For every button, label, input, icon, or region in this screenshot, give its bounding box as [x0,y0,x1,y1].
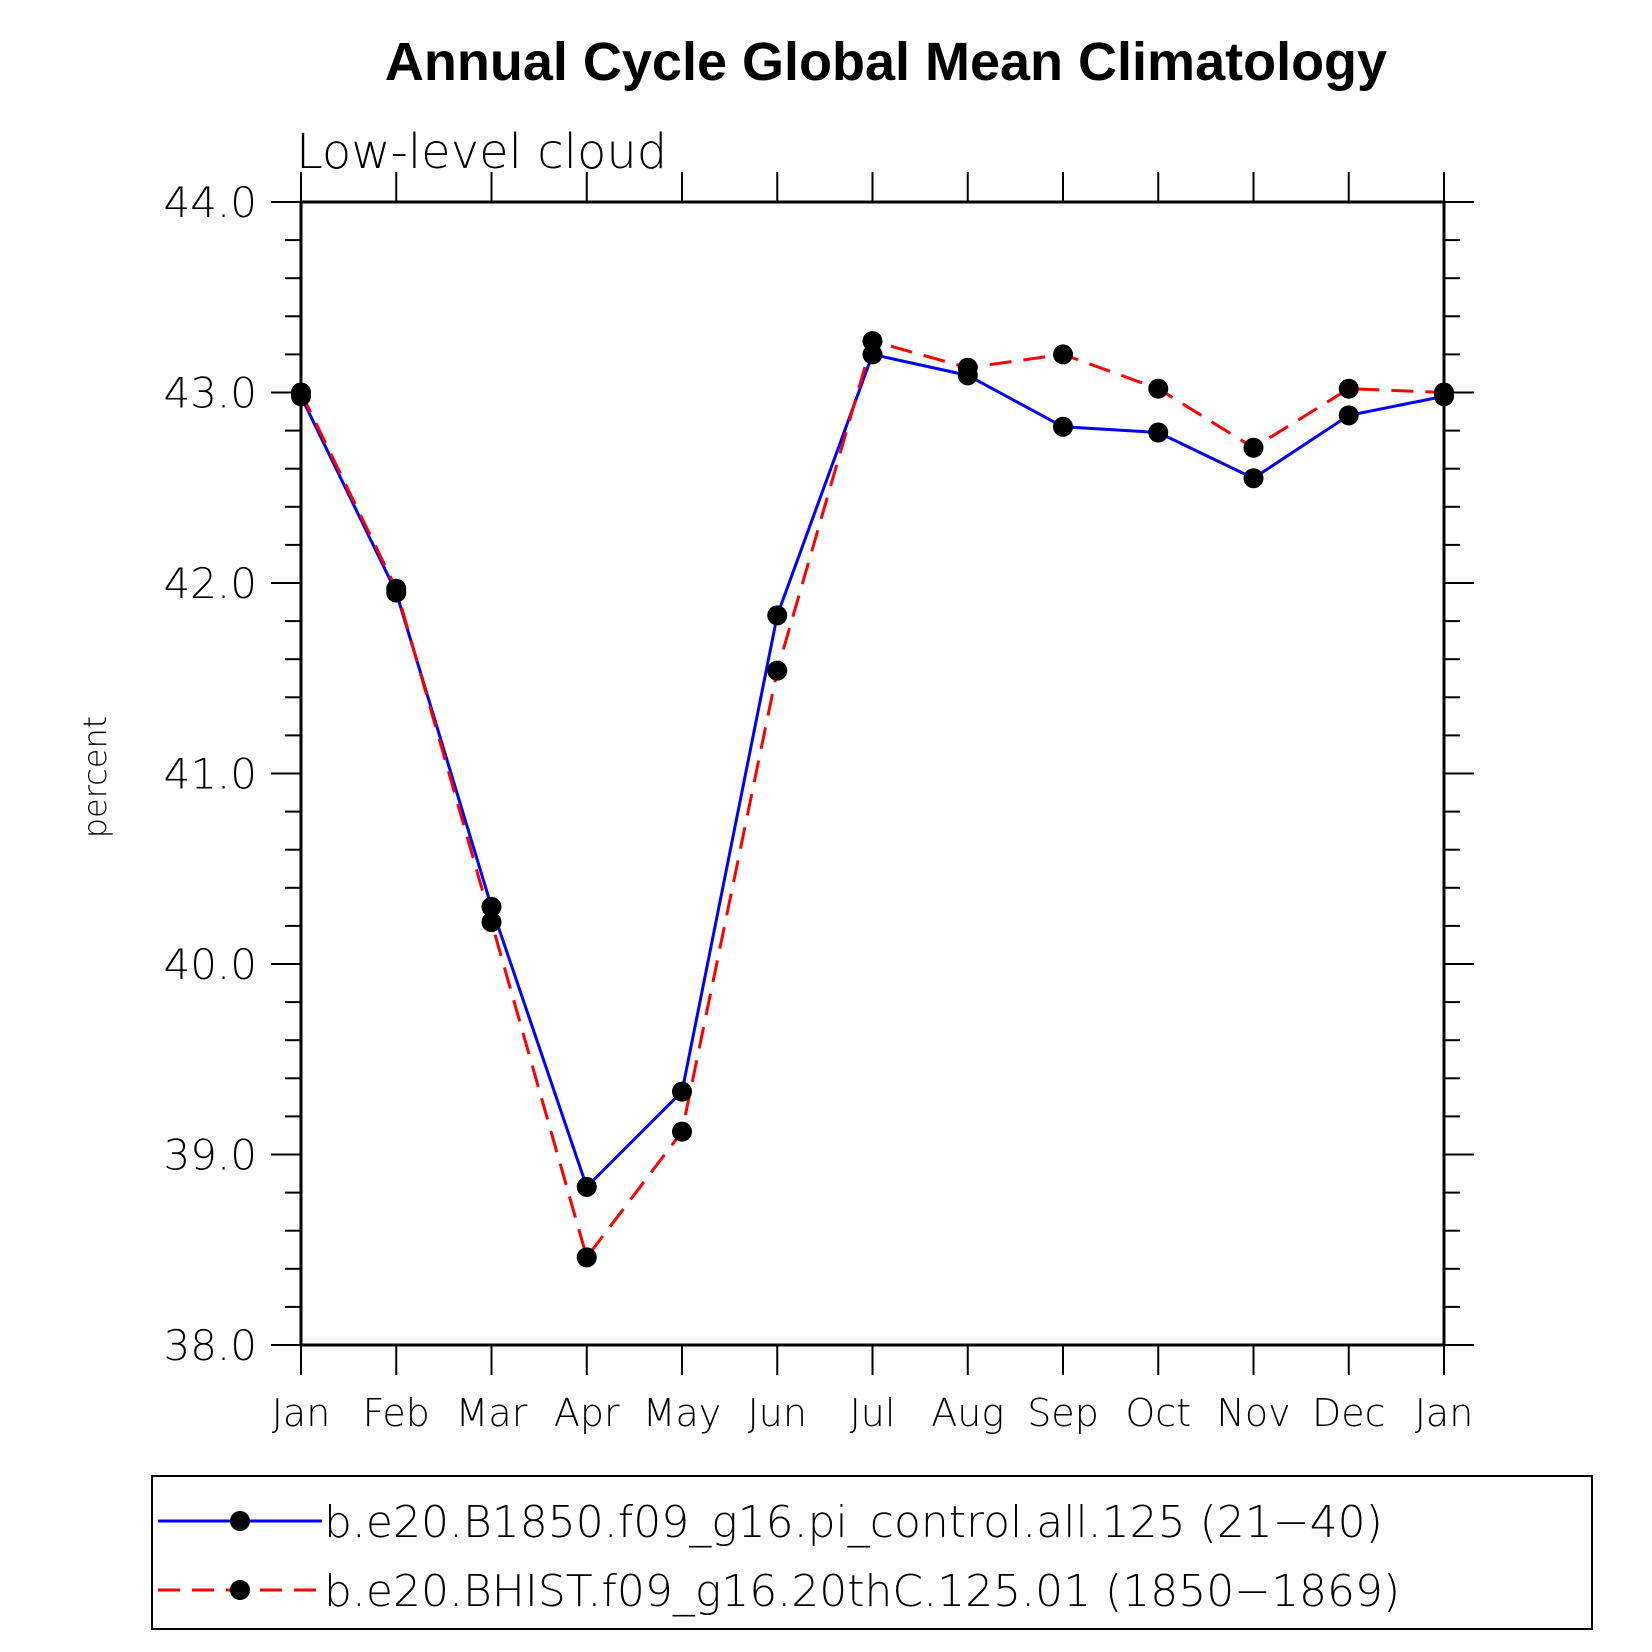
series-line-1 [299,352,1445,1190]
x-tick-label: Sep [1027,1391,1099,1435]
series-line-2 [299,339,1445,1261]
y-tick-label: 40.0 [163,940,257,989]
series-2-point [576,1247,597,1268]
y-tick-label: 43.0 [163,369,257,418]
x-tick-label: May [643,1391,722,1435]
legend-marker-series-1 [230,1511,250,1531]
y-tick-label: 41.0 [163,750,257,799]
legend-box [151,1475,1593,1630]
axis-ticks [271,172,1474,1375]
x-tick-label: Nov [1216,1391,1290,1435]
series-2-point [1053,344,1073,365]
plot-frame [299,200,1446,1347]
x-tick-label: Mar [456,1391,528,1435]
series-2-point [957,357,978,378]
series-2-point [767,660,788,681]
x-tick-label: Oct [1125,1391,1191,1435]
series-2-point [862,331,883,352]
x-tick-labels: Jan Feb Mar Apr May Jun Jul Aug Sep Oct Nov Dec Jan [272,1391,1474,1435]
x-tick-label: Feb [363,1391,430,1435]
x-tick-label: Dec [1312,1391,1386,1435]
series-2-point [1338,378,1359,399]
series-2-point [1148,378,1169,399]
series-1-point [1053,416,1073,437]
x-tick-label: Jan [272,1391,331,1435]
legend-marker-series-2 [230,1580,250,1600]
series-1-point [1338,405,1359,426]
series-layer [291,331,1454,1268]
y-tick-label: 42.0 [163,559,257,608]
y-tick-label: 38.0 [163,1321,257,1370]
series-2-point [481,912,502,933]
x-tick-label: Jan [1415,1391,1474,1435]
y-axis-label: percent [76,716,114,839]
series-2-point [672,1121,692,1142]
series-2-point [1243,437,1264,458]
x-tick-label: Jun [748,1391,807,1435]
series-2-point [1434,382,1454,403]
y-tick-label: 39.0 [163,1131,257,1180]
x-tick-label: Aug [931,1391,1004,1435]
y-tick-label: 44.0 [163,178,257,227]
series-1-point [672,1081,692,1102]
x-tick-label: Jul [850,1391,896,1435]
series-1-point [1148,422,1169,443]
y-tick-labels: 38.0 39.0 40.0 41.0 42.0 43.0 44.0 [163,178,257,1370]
legend: b.e20.B1850.f09_g16.pi_control.all.125 (… [151,1475,1593,1630]
series-2-point [291,382,311,403]
chart-title: Annual Cycle Global Mean Climatology [385,32,1387,92]
legend-label-series-1: b.e20.B1850.f09_g16.pi_control.all.125 (… [324,1497,1383,1548]
series-1-point [1243,468,1264,489]
series-1-point [481,896,502,917]
series-2-point [386,578,407,599]
series-1-point [576,1176,597,1197]
series-1-point [767,605,788,626]
legend-label-series-2: b.e20.BHIST.f09_g16.20thC.125.01 (1850−1… [324,1566,1400,1617]
x-tick-label: Apr [554,1391,620,1435]
chart-subtitle: Low-level cloud [296,124,667,180]
